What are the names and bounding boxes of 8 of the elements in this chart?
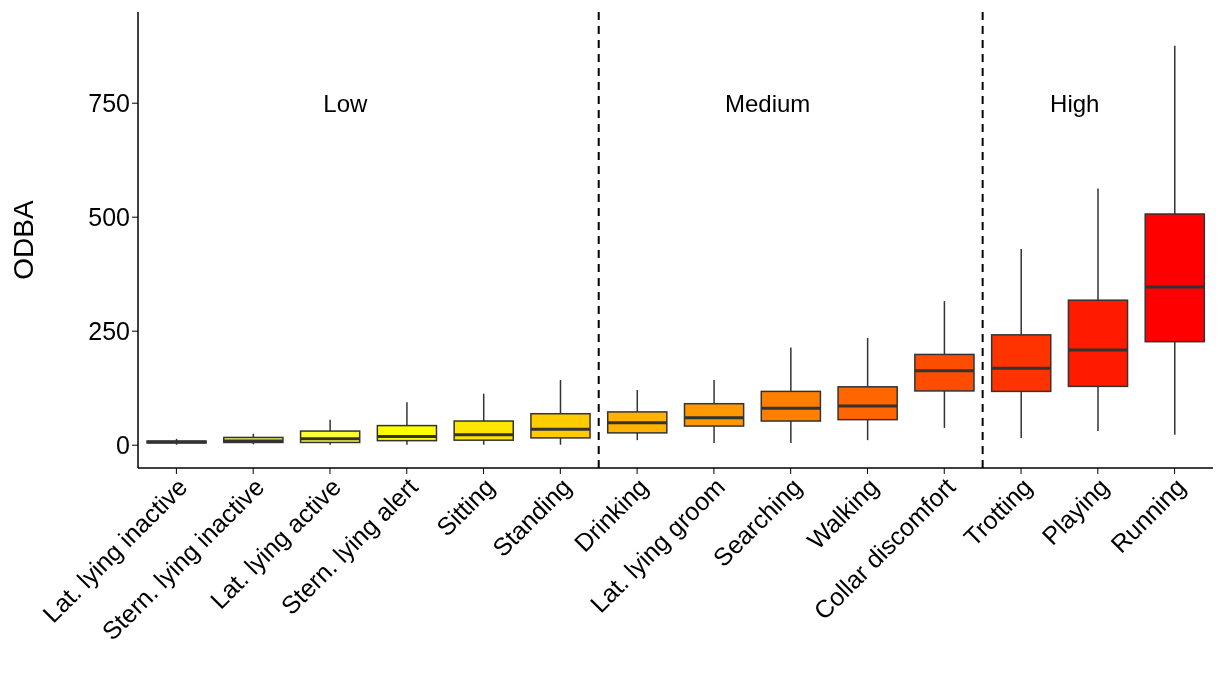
y-tick-label: 750 xyxy=(88,89,130,118)
y-tick-label: 0 xyxy=(116,431,130,460)
annotation: Medium xyxy=(724,89,811,117)
y-axis-title: ODBA xyxy=(7,200,39,280)
annotation: High xyxy=(1050,89,1100,117)
annotation: Low xyxy=(323,89,368,117)
y-tick-label: 500 xyxy=(88,203,130,232)
y-tick-label: 250 xyxy=(88,317,130,346)
